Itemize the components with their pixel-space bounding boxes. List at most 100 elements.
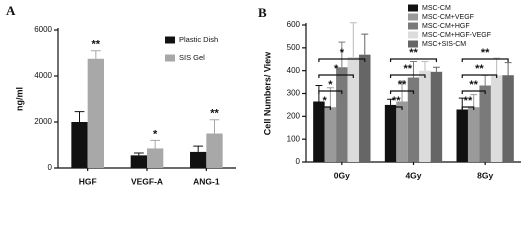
error-bar	[90, 50, 101, 59]
significance-bracket	[389, 58, 438, 62]
error-bar	[387, 98, 395, 105]
legend-swatch	[408, 40, 418, 48]
x-tick-label: ANG-1	[193, 176, 220, 186]
significance-label: **	[92, 39, 101, 51]
bar	[336, 67, 348, 162]
bar	[384, 104, 397, 162]
significance-label: *	[328, 79, 333, 91]
error-bar	[150, 139, 161, 149]
panel-label: A	[6, 3, 16, 18]
error-bar	[470, 94, 478, 108]
significance-label: *	[153, 128, 158, 140]
significance-label: **	[398, 79, 407, 91]
y-tick-label: 300	[287, 89, 301, 98]
legend-swatch	[165, 54, 175, 62]
legend-label: Plastic Dish	[179, 35, 218, 44]
error-bar	[74, 111, 85, 122]
significance-bracket	[389, 90, 415, 94]
x-tick-label: 0Gy	[334, 170, 350, 180]
significance-label: **	[481, 47, 490, 59]
bar	[190, 151, 207, 168]
bar	[71, 122, 88, 168]
y-tick-label: 6000	[34, 25, 52, 34]
bar	[130, 155, 147, 168]
x-tick-label: HGF	[79, 176, 97, 186]
error-bar	[432, 66, 440, 72]
significance-bracket	[318, 90, 343, 94]
legend-swatch	[408, 22, 418, 30]
bar	[479, 85, 491, 162]
bar	[147, 148, 164, 168]
bar	[407, 77, 420, 162]
y-tick-label: 100	[287, 134, 301, 143]
significance-label: *	[334, 63, 339, 75]
y-tick-label: 400	[287, 66, 301, 75]
legend-swatch	[165, 36, 175, 44]
panel-label: B	[258, 5, 267, 20]
y-tick-label: 0	[296, 157, 301, 166]
significance-bracket	[461, 106, 475, 110]
y-tick-label: 2000	[34, 117, 52, 126]
y-tick-label: 600	[287, 20, 301, 29]
legend-label: MSC-CM+HGF	[422, 23, 470, 30]
error-bar	[361, 33, 369, 55]
legend-swatch	[408, 31, 418, 39]
significance-label: *	[322, 95, 327, 107]
bar	[467, 107, 480, 162]
legend-label: SIS Gel	[179, 53, 205, 62]
significance-label: *	[340, 47, 345, 59]
significance-bracket	[461, 90, 486, 94]
y-tick-label: 0	[48, 163, 53, 172]
error-bar	[193, 145, 204, 152]
x-tick-label: 8Gy	[477, 170, 493, 180]
error-bar	[493, 57, 501, 76]
bar	[324, 107, 337, 162]
significance-label: **	[464, 95, 473, 107]
x-tick-label: VEGF-A	[131, 176, 163, 186]
bar	[430, 71, 443, 162]
significance-bracket	[389, 74, 426, 78]
y-tick-label: 4000	[34, 71, 52, 80]
y-axis-label: ng/ml	[14, 87, 24, 111]
bar	[359, 54, 371, 162]
error-bar	[133, 152, 144, 156]
significance-label: **	[409, 47, 418, 59]
significance-bracket	[318, 74, 354, 78]
legend-swatch	[408, 4, 418, 12]
significance-label: **	[403, 63, 412, 75]
error-bar	[421, 61, 429, 71]
significance-label: **	[392, 95, 401, 107]
bar	[502, 75, 514, 162]
y-tick-label: 500	[287, 43, 301, 52]
bar	[347, 56, 360, 162]
significance-label: **	[475, 63, 484, 75]
x-tick-label: 4Gy	[405, 170, 421, 180]
bar	[87, 58, 104, 168]
error-bar	[338, 41, 346, 68]
significance-label: **	[210, 108, 219, 120]
bar	[419, 70, 431, 162]
error-bar	[481, 74, 489, 86]
significance-label: **	[469, 79, 478, 91]
legend-label: MSC-CM+VEGF	[422, 14, 474, 21]
bar	[396, 101, 408, 162]
legend-label: MSC-CM	[422, 5, 451, 12]
bar	[206, 133, 223, 168]
bar	[313, 101, 325, 162]
significance-bracket	[318, 58, 366, 62]
significance-bracket	[389, 106, 403, 110]
significance-bracket	[461, 58, 509, 62]
legend-label: MSC-CM+HGF-VEGF	[422, 32, 491, 39]
error-bar	[349, 22, 357, 57]
error-bar	[504, 62, 512, 76]
y-tick-label: 200	[287, 111, 301, 120]
y-axis-label: Cell Numbers/ View	[262, 51, 272, 135]
legend-swatch	[408, 13, 418, 21]
significance-bracket	[461, 74, 498, 78]
bar	[490, 75, 503, 162]
error-bar	[209, 119, 220, 134]
legend-label: MSC+SIS-CM	[422, 41, 466, 48]
significance-bracket	[318, 106, 331, 110]
